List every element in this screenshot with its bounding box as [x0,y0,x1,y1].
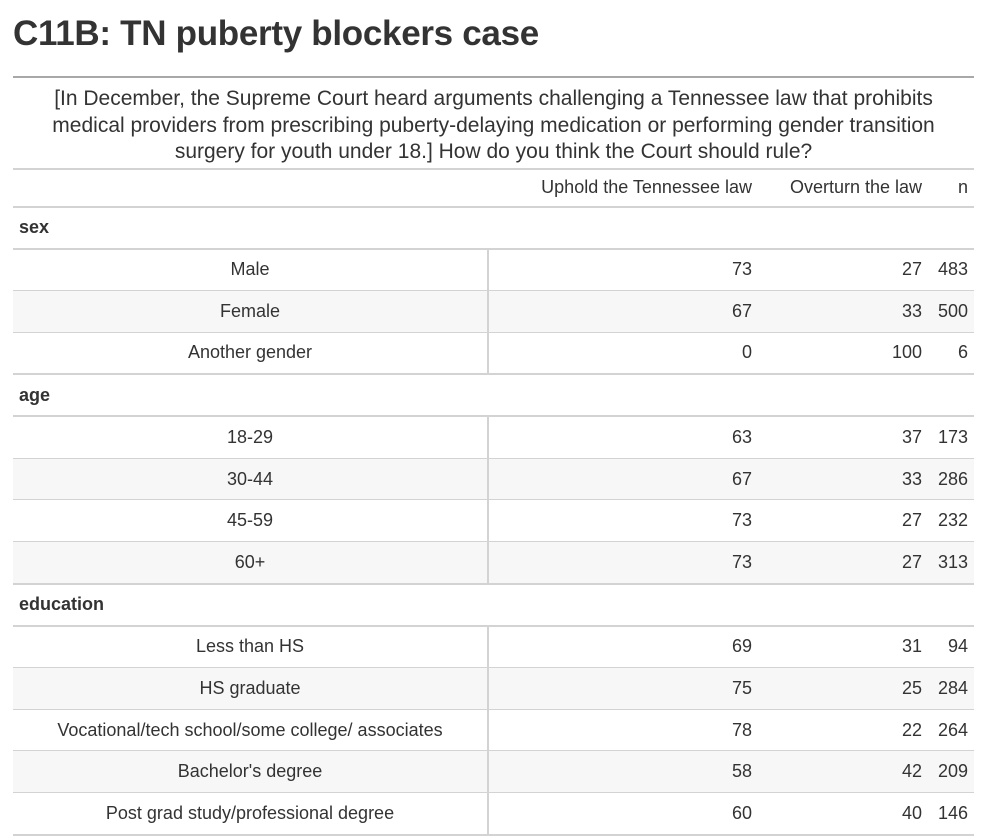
row-label: Male [13,248,489,292]
table-row: Another gender 0 100 6 [13,332,975,376]
column-header-n: n [928,168,975,208]
group-label: education [13,583,975,627]
group-label: age [13,374,975,418]
uphold-value: 69 [488,625,758,669]
overturn-value: 40 [758,792,928,836]
n-value: 313 [928,541,975,585]
uphold-value: 75 [488,667,758,710]
n-value: 232 [928,499,975,543]
column-header-row: Uphold the Tennessee law Overturn the la… [13,168,975,208]
table-body: sex Male 73 27 483 Female 67 33 500 Another gende… [13,206,975,836]
n-value: 286 [928,458,975,501]
table-row: Male 73 27 483 [13,248,975,292]
table-row: Post grad study/professional degree 60 40 1… [13,792,975,836]
uphold-value: 67 [488,290,758,333]
n-value: 173 [928,416,975,459]
uphold-value: 58 [488,750,758,794]
row-label: Another gender [13,332,489,376]
uphold-value: 0 [488,332,758,376]
overturn-value: 27 [758,541,928,585]
row-label: 18-29 [13,416,489,459]
column-header-stub [13,168,488,208]
row-label: 45-59 [13,499,489,543]
question-row: [In December, the Supreme Court heard ar… [13,76,975,170]
group-row-age: age [13,374,975,418]
row-label: Post grad study/professional degree [13,792,489,836]
row-label: 30-44 [13,458,489,501]
uphold-value: 73 [488,248,758,292]
table-row: 30-44 67 33 286 [13,458,975,501]
table-row: Female 67 33 500 [13,290,975,333]
overturn-value: 42 [758,750,928,794]
column-header-overturn: Overturn the law [758,168,928,208]
n-value: 483 [928,248,975,292]
table-row: 60+ 73 27 313 [13,541,975,585]
n-value: 94 [928,625,975,669]
n-value: 6 [928,332,975,376]
n-value: 264 [928,709,975,752]
overturn-value: 22 [758,709,928,752]
row-label: Bachelor's degree [13,750,489,794]
group-label: sex [13,206,975,250]
overturn-value: 37 [758,416,928,459]
table-row: HS graduate 75 25 284 [13,667,975,710]
row-label: Less than HS [13,625,489,669]
n-value: 209 [928,750,975,794]
n-value: 146 [928,792,975,836]
uphold-value: 73 [488,499,758,543]
column-header-uphold: Uphold the Tennessee law [488,168,758,208]
table-row: Less than HS 69 31 94 [13,625,975,669]
table-row: Bachelor's degree 58 42 209 [13,750,975,794]
table-row: 45-59 73 27 232 [13,499,975,543]
page-title: C11B: TN puberty blockers case [13,14,539,53]
group-row-education: education [13,583,975,627]
overturn-value: 33 [758,458,928,501]
overturn-value: 100 [758,332,928,376]
row-label: HS graduate [13,667,489,710]
uphold-value: 73 [488,541,758,585]
row-label: Vocational/tech school/some college/ ass… [13,709,489,752]
question-text: [In December, the Supreme Court heard ar… [13,76,975,170]
uphold-value: 78 [488,709,758,752]
overturn-value: 27 [758,248,928,292]
n-value: 500 [928,290,975,333]
overturn-value: 33 [758,290,928,333]
row-label: 60+ [13,541,489,585]
table-row: 18-29 63 37 173 [13,416,975,459]
table-row: Vocational/tech school/some college/ ass… [13,709,975,752]
group-row-sex: sex [13,206,975,250]
overturn-value: 31 [758,625,928,669]
n-value: 284 [928,667,975,710]
uphold-value: 67 [488,458,758,501]
uphold-value: 63 [488,416,758,459]
overturn-value: 27 [758,499,928,543]
results-table: [In December, the Supreme Court heard ar… [13,76,975,836]
uphold-value: 60 [488,792,758,836]
row-label: Female [13,290,489,333]
overturn-value: 25 [758,667,928,710]
